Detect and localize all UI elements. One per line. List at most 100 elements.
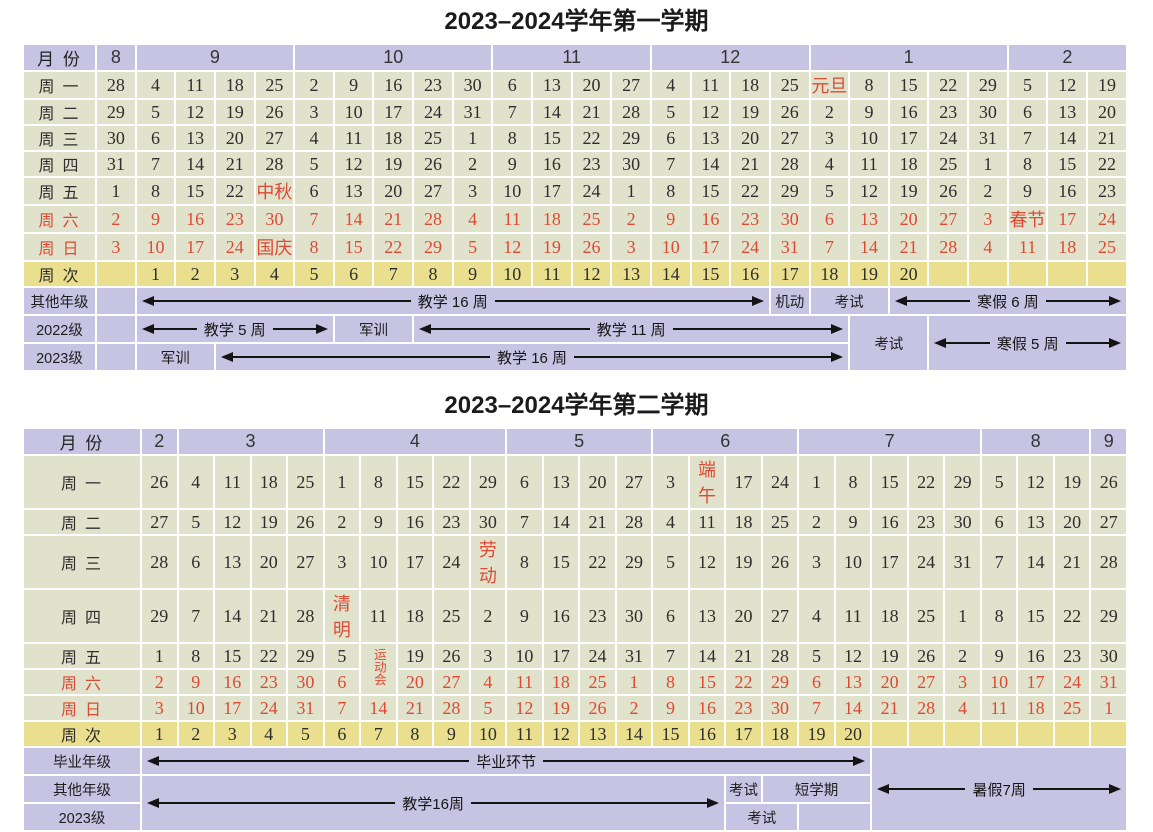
date-cell: 27 xyxy=(286,534,325,590)
date-cell: 19 xyxy=(395,642,435,670)
week-number-cell: 1 xyxy=(134,260,177,288)
date-cell: 29 xyxy=(140,588,179,644)
date-cell: 14 xyxy=(332,204,375,234)
date-cell: 20 xyxy=(213,124,256,152)
week-number-cell: 10 xyxy=(491,260,534,288)
date-cell: 13 xyxy=(1016,508,1055,536)
week-number-cell: 17 xyxy=(768,260,811,288)
schedule-arrow: 教学 16 周 xyxy=(217,347,847,368)
week-row: 周 次 1 2 3 4 5 6 7 8 9 10 11 12 13 14 15 16 17 18 19 20 xyxy=(22,260,1128,288)
date-cell: 13 xyxy=(848,204,890,234)
date-cell: 30 xyxy=(1089,642,1128,670)
week-number-cell: 19 xyxy=(797,720,836,748)
date-cell: 24 xyxy=(729,232,771,262)
week-number-cell: 5 xyxy=(293,260,335,288)
schedule-arrow: 教学 5 周 xyxy=(138,319,332,340)
empty-cell xyxy=(797,802,873,832)
date-cell: 30 xyxy=(468,508,508,536)
date-cell: 17 xyxy=(174,232,216,262)
date-cell: 19 xyxy=(1086,70,1128,100)
date-cell: 10 xyxy=(176,694,216,722)
week-number-cell: 4 xyxy=(249,720,289,748)
date-cell: 22 xyxy=(1052,588,1092,644)
date-cell: 29 xyxy=(967,70,1009,100)
week-number-cell: 1 xyxy=(140,720,179,748)
grade-row-label: 其他年级 xyxy=(22,774,142,804)
date-cell: 16 xyxy=(1016,642,1055,670)
date-cell: 9 xyxy=(1006,176,1049,206)
week-number-cell: 3 xyxy=(213,720,252,748)
date-cell: 23 xyxy=(249,668,289,696)
grade-row: 2023级 军训 教学 16 周 xyxy=(22,342,1127,372)
date-cell: 24 xyxy=(927,124,970,152)
month-row-label: 月 份 xyxy=(22,427,142,456)
date-cell: 9 xyxy=(833,508,873,536)
date-cell: 30 xyxy=(451,70,494,100)
date-cell: 27 xyxy=(253,124,296,152)
date-cell: 29 xyxy=(95,98,137,126)
arrow-line xyxy=(1065,342,1110,344)
date-cell: 26 xyxy=(1089,454,1128,510)
date-cell: 26 xyxy=(253,98,296,126)
date-cell: 20 xyxy=(578,454,617,510)
arrow-line xyxy=(232,356,491,358)
date-cell: 30 xyxy=(760,694,800,722)
date-cell: 12 xyxy=(174,98,216,126)
date-cell: 15 xyxy=(174,176,216,206)
week-number-cell: 16 xyxy=(729,260,771,288)
date-cell: 30 xyxy=(967,98,1009,126)
date-cell: 8 xyxy=(505,534,544,590)
arrow-left-icon xyxy=(141,296,154,306)
date-cell: 13 xyxy=(531,70,573,100)
date-cell: 28 xyxy=(760,642,800,670)
date-cell: 28 xyxy=(1089,534,1128,590)
week-number-cell: 12 xyxy=(570,260,613,288)
grade-row-label: 2023级 xyxy=(22,802,142,832)
date-cell: 16 xyxy=(870,508,909,536)
date-cell: 1 xyxy=(322,454,362,510)
date-cell: 18 xyxy=(395,588,435,644)
date-cell: 2 xyxy=(95,204,137,234)
date-cell: 23 xyxy=(570,150,613,178)
date-cell: 27 xyxy=(432,668,471,696)
day-row: 周 六 2 9 16 23 30 6 20 27 4 11 18 25 1 8 15 22 29 6 13 20 27 3 1… xyxy=(22,668,1128,696)
date-cell: 25 xyxy=(760,508,800,536)
week-number-cell: 2 xyxy=(174,260,216,288)
date-cell: 14 xyxy=(848,232,890,262)
week-number-cell: 20 xyxy=(887,260,930,288)
date-cell: 23 xyxy=(578,588,617,644)
date-cell: 15 xyxy=(332,232,375,262)
day-row-label: 周 日 xyxy=(22,694,142,722)
arrow-line xyxy=(431,328,590,330)
week-row-label: 周 次 xyxy=(22,720,142,748)
date-cell: 24 xyxy=(213,232,256,262)
arrow-left-icon xyxy=(220,352,233,362)
date-cell: 29 xyxy=(614,534,654,590)
date-cell: 17 xyxy=(689,232,732,262)
week-number-cell: 4 xyxy=(253,260,296,288)
date-cell: 29 xyxy=(286,642,325,670)
date-cell: 29 xyxy=(943,454,982,510)
week-number-cell xyxy=(1006,260,1049,288)
month-cell: 3 xyxy=(176,427,325,456)
date-cell: 11 xyxy=(1006,232,1049,262)
date-cell: 24 xyxy=(570,176,613,206)
date-cell: 14 xyxy=(1016,534,1055,590)
day-row-label: 周 三 xyxy=(22,124,97,152)
date-cell: 3 xyxy=(322,534,362,590)
date-cell: 21 xyxy=(870,694,909,722)
date-cell: 10 xyxy=(359,534,398,590)
week-number-cell xyxy=(1089,720,1128,748)
date-cell: 21 xyxy=(1052,534,1092,590)
date-cell: 15 xyxy=(213,642,252,670)
grade-row: 毕业年级 毕业环节 暑假7周 xyxy=(22,746,1128,832)
week-number-cell: 6 xyxy=(322,720,362,748)
date-cell: 14 xyxy=(687,642,727,670)
date-cell: 14 xyxy=(689,150,732,178)
date-cell: 16 xyxy=(887,98,930,126)
month-cell: 1 xyxy=(808,43,1009,72)
day-row: 周 日 3 10 17 24 国庆 8 15 22 29 5 12 19 26 3 10 17 24 31 7 14 21… xyxy=(22,232,1128,262)
week-number-cell xyxy=(927,260,970,288)
date-cell: 23 xyxy=(906,508,946,536)
